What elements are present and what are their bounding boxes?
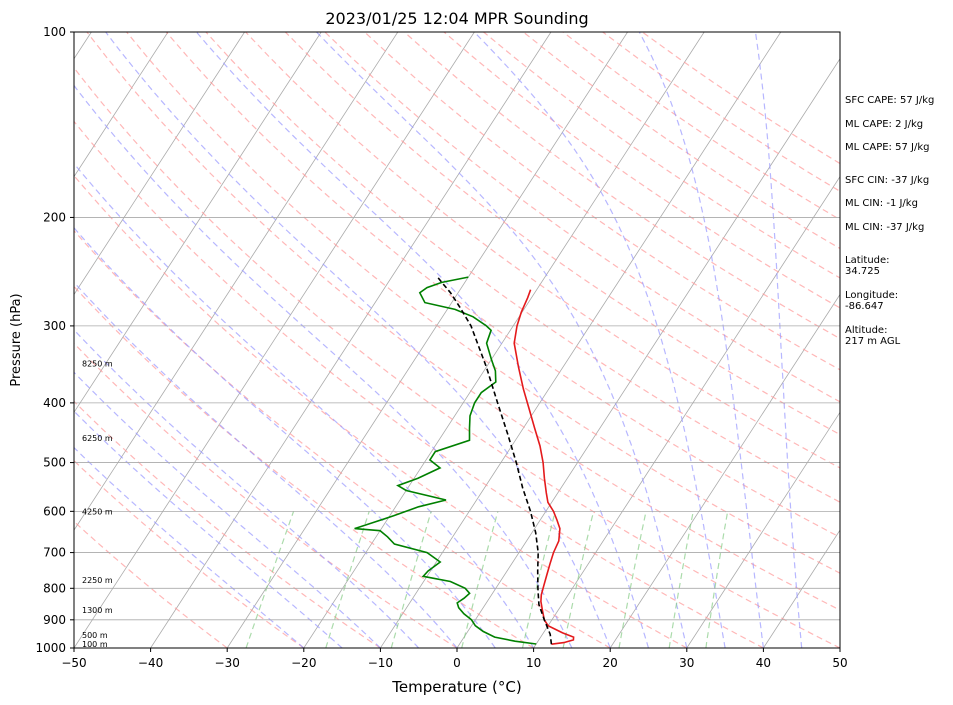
dry-adiabat-line (74, 229, 611, 648)
isotherm-line (150, 32, 552, 648)
moist-adiabat-line (74, 328, 420, 648)
moist-adiabat-line (754, 32, 803, 648)
moist-adiabat-line (473, 32, 726, 648)
ml-cape-text: ML CAPE: 2 J/kg (845, 119, 924, 130)
dry-adiabat-line (126, 32, 840, 574)
ml-cin-text: ML CIN: -1 J/kg (845, 198, 918, 209)
height-label: 6250 m (82, 434, 113, 443)
moist-adiabat-line (195, 32, 650, 648)
isotherm-line (686, 411, 840, 648)
profile-lines (354, 276, 575, 645)
x-axis-ticks: −50 −40 −30 −20 −10 0 10 20 30 40 50 (61, 648, 848, 670)
height-label: 100 m (82, 640, 108, 649)
dry-adiabat-line (74, 342, 458, 648)
x-tick-label: −50 (61, 656, 86, 670)
sfc-cape-text: SFC CAPE: 57 J/kg (845, 95, 935, 106)
x-tick-label: −40 (138, 656, 163, 670)
height-label: 2250 m (82, 576, 113, 585)
y-axis-label: Pressure (hPa) (9, 293, 24, 386)
moist-adiabat-line (74, 410, 343, 648)
x-tick-label: −20 (291, 656, 316, 670)
y-tick-label: 1000 (35, 641, 66, 655)
x-tick-label: −10 (368, 656, 393, 670)
dry-adiabat-line (165, 32, 840, 538)
isotherm-line (380, 32, 782, 648)
isotherm-line (226, 32, 628, 648)
x-axis-label: Temperature (°C) (391, 678, 521, 696)
height-label: 1300 m (82, 606, 113, 615)
chart-title: 2023/01/25 12:04 MPR Sounding (325, 9, 588, 28)
dry-adiabat-line (74, 174, 688, 648)
altitude-label: Altitude: (845, 325, 888, 336)
x-tick-label: 40 (756, 656, 771, 670)
moist-adiabat-line (74, 281, 458, 648)
dry-adiabat-line (324, 32, 840, 403)
y-tick-label: 400 (43, 396, 66, 410)
height-label: 4250 m (82, 507, 113, 516)
y-tick-label: 800 (43, 581, 66, 595)
dry-adiabat-line (74, 520, 228, 648)
longitude-label: Longitude: (845, 290, 899, 301)
background-lines (74, 32, 840, 648)
dry-adiabat-line (74, 459, 305, 648)
y-axis-ticks: 1000 900 800 700 600 500 400 300 200 100 (35, 25, 74, 655)
dry-adiabat-line (483, 32, 840, 279)
isotherm-line (763, 529, 840, 648)
y-tick-label: 100 (43, 25, 66, 39)
moist-adiabat-line (316, 32, 688, 648)
dry-adiabat-line (443, 32, 840, 309)
ml-cape-text-2: ML CAPE: 57 J/kg (845, 142, 930, 153)
isotherm-line (456, 58, 840, 648)
sfc-cin-text: SFC CIN: -37 J/kg (845, 175, 930, 186)
dry-adiabat-line (284, 32, 840, 436)
isotherm-line (74, 32, 322, 414)
dry-adiabat-line (74, 285, 534, 648)
parcel-line (436, 276, 553, 645)
altitude-value: 217 m AGL (845, 336, 901, 347)
y-tick-label: 200 (43, 210, 66, 224)
latitude-label: Latitude: (845, 255, 890, 266)
y-tick-label: 700 (43, 546, 66, 560)
mixing-ratio-line (245, 511, 295, 648)
temperature-line (513, 289, 575, 645)
moist-adiabat-line (74, 162, 535, 648)
isotherm-line (74, 32, 245, 296)
dry-adiabat-line (74, 66, 840, 648)
isotherm-line (303, 32, 705, 648)
moist-adiabat-line (74, 84, 573, 648)
height-label: 500 m (82, 631, 108, 640)
isotherm-line (74, 32, 475, 648)
y-tick-label: 900 (43, 613, 66, 627)
mixing-ratio-line (562, 511, 595, 648)
dry-adiabat-line (74, 120, 764, 648)
x-tick-label: −30 (215, 656, 240, 670)
y-tick-label: 600 (43, 504, 66, 518)
isotherm-line (74, 32, 399, 531)
x-tick-label: 0 (453, 656, 461, 670)
x-tick-label: 10 (526, 656, 541, 670)
latitude-value: 34.725 (845, 266, 880, 277)
mixing-ratio-line (325, 511, 370, 648)
y-tick-label: 300 (43, 319, 66, 333)
moist-adiabat-line (638, 32, 764, 648)
height-label: 8250 m (82, 359, 113, 368)
x-tick-label: 20 (603, 656, 618, 670)
moist-adiabat-line (74, 226, 496, 648)
x-tick-label: 50 (832, 656, 847, 670)
isotherm-line (533, 175, 840, 648)
mixing-ratio-line (668, 511, 694, 648)
x-tick-label: 30 (679, 656, 694, 670)
dewpoint-line (354, 276, 537, 645)
isotherm-line (609, 293, 840, 648)
ml-cin-text-2: ML CIN: -37 J/kg (845, 222, 925, 233)
dry-adiabat-line (86, 32, 840, 611)
dry-adiabat-line (364, 32, 840, 371)
longitude-value: -86.647 (845, 301, 884, 312)
y-tick-label: 500 (43, 456, 66, 470)
isotherm-line (74, 32, 169, 178)
moist-adiabat-line (74, 371, 381, 648)
